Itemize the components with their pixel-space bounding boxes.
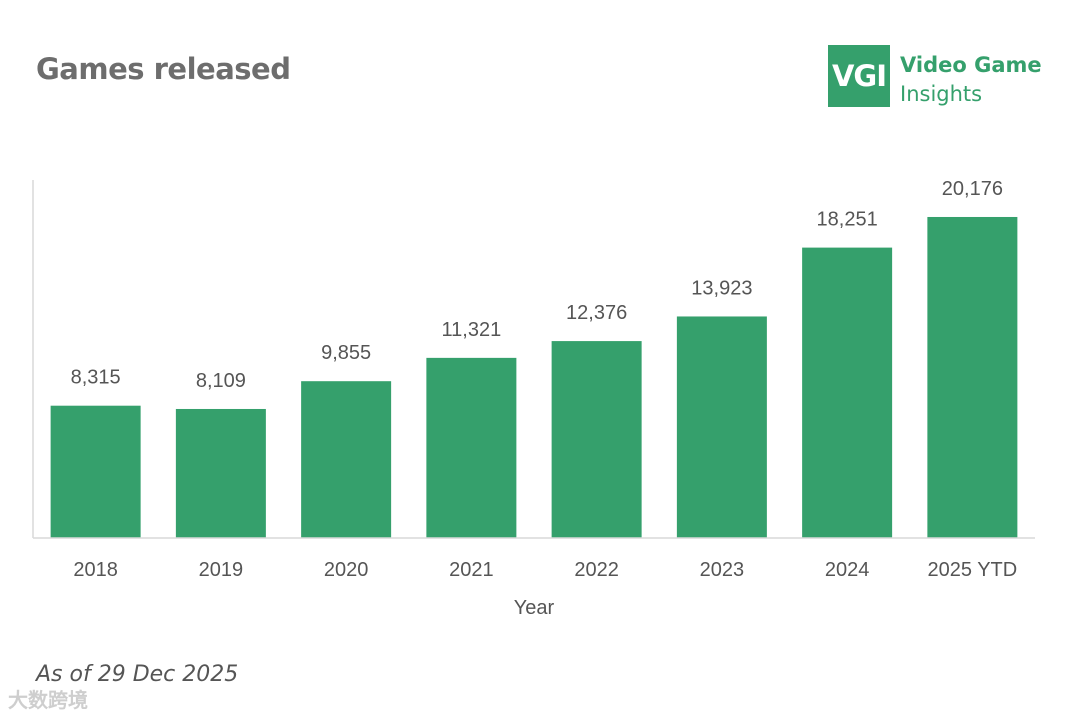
data-label: 11,321	[442, 319, 502, 341]
x-tick-label: 2021	[449, 559, 494, 581]
bar	[676, 316, 767, 538]
data-label: 8,109	[196, 370, 246, 392]
data-label: 20,176	[942, 178, 1003, 200]
logo-line-2: Insights	[900, 82, 983, 106]
vgi-logo-text: Video Game Insights	[900, 51, 1042, 109]
logo-line-1: Video Game	[900, 53, 1042, 77]
x-tick-label: 2018	[73, 559, 118, 581]
data-label: 9,855	[321, 342, 371, 364]
bar-chart: 8,315 2018 8,109 2019 9,855 2020 11,321 2021 12,…	[32, 178, 1035, 619]
data-label: 13,923	[691, 277, 752, 299]
x-tick-label: 2025 YTD	[928, 559, 1018, 581]
vgi-logo-mark: VGI	[828, 45, 890, 107]
x-tick-label: 2024	[825, 559, 870, 581]
data-label: 18,251	[817, 209, 878, 231]
bar	[50, 405, 141, 538]
x-tick-label: 2023	[700, 559, 745, 581]
bar	[551, 341, 642, 538]
data-label: 8,315	[71, 367, 121, 389]
bar	[175, 408, 266, 538]
watermark: 大数跨境	[8, 688, 88, 712]
x-axis-title: Year	[514, 597, 555, 619]
bar	[426, 357, 517, 538]
vgi-logo: VGI Video Game Insights	[828, 45, 1042, 109]
bar	[301, 381, 392, 538]
bar	[927, 216, 1018, 538]
footnote-date: As of 29 Dec 2025	[36, 662, 239, 687]
x-tick-label: 2020	[324, 559, 369, 581]
x-tick-label: 2022	[574, 559, 619, 581]
data-label: 12,376	[566, 302, 627, 324]
bar	[802, 247, 893, 538]
x-tick-label: 2019	[199, 559, 244, 581]
chart-title: Games released	[36, 52, 291, 86]
